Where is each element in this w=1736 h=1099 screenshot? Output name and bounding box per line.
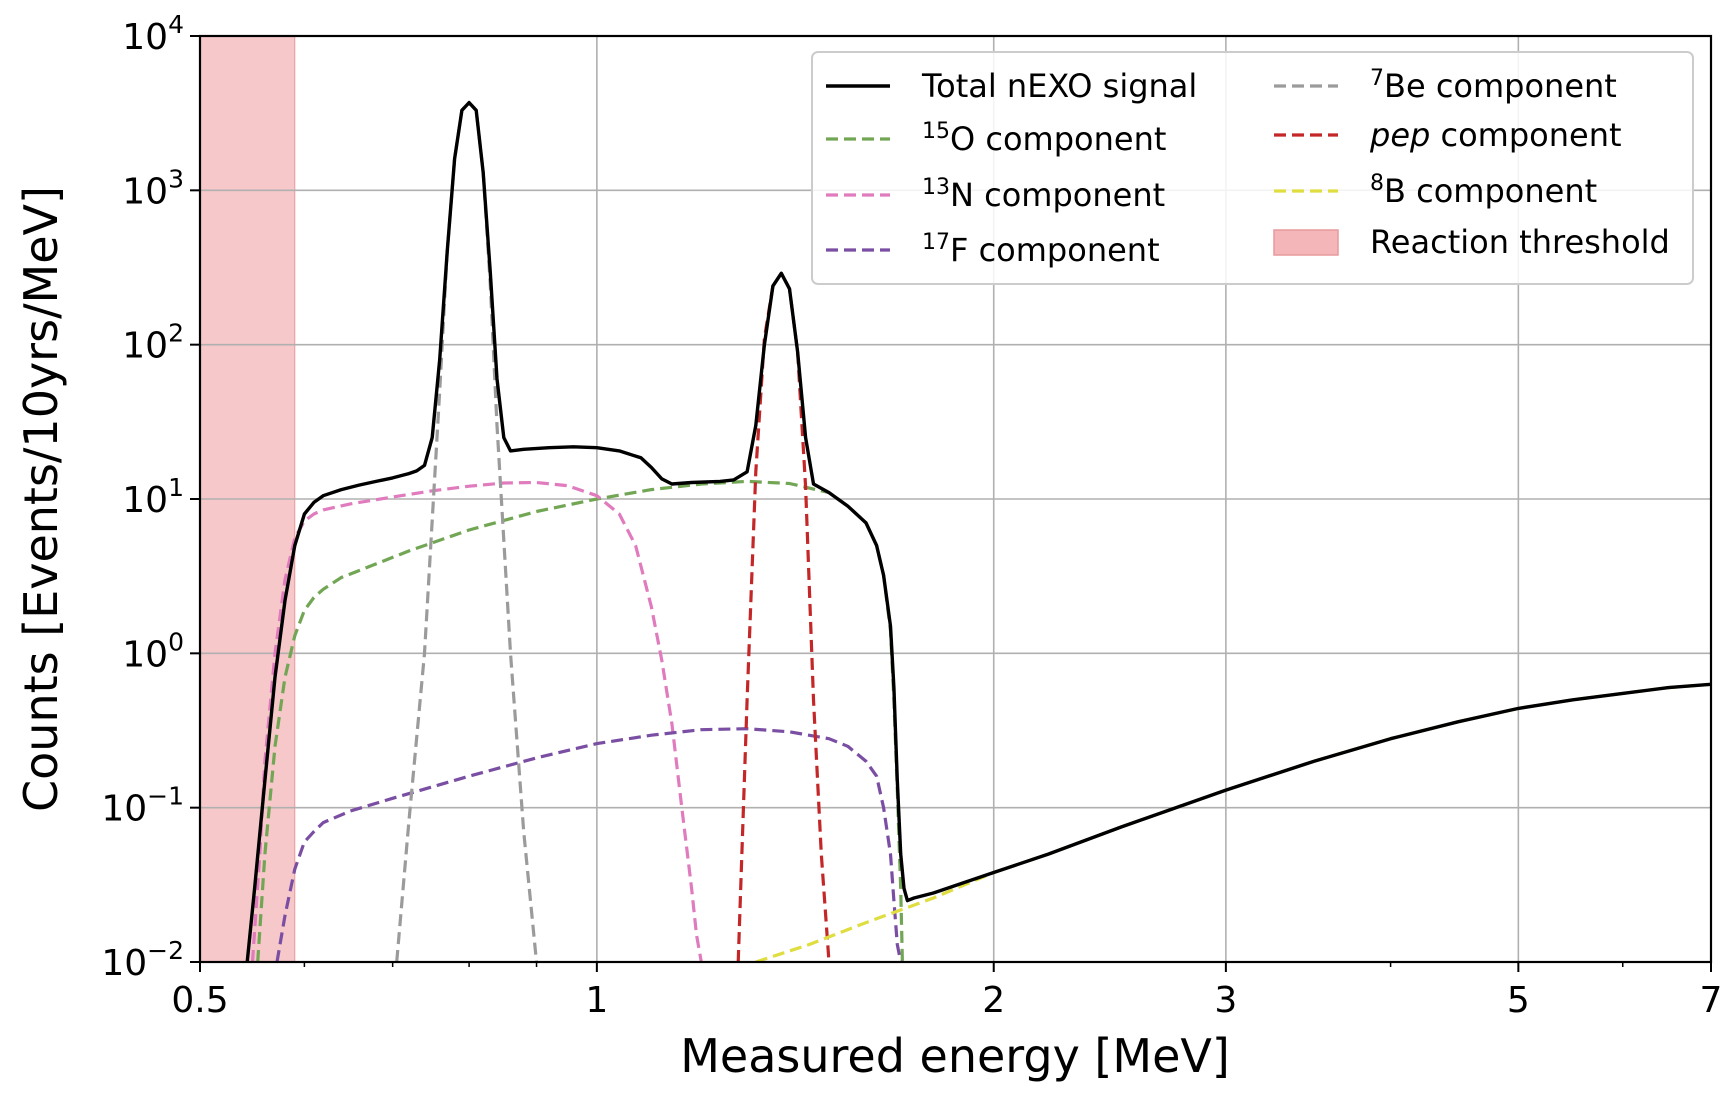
series-layer (245, 100, 1711, 962)
y-tick-label: 10−1 (101, 782, 184, 830)
series-line-17f-component (275, 727, 903, 962)
y-tick-label: 102 (122, 319, 184, 367)
series-line-13n-component (250, 480, 703, 962)
x-tick-label: 0.5 (171, 980, 228, 1021)
x-tick-label: 7 (1700, 980, 1723, 1021)
x-tick-label: 2 (982, 980, 1005, 1021)
legend-label: pep component (1369, 116, 1622, 154)
legend-label: Total nEXO signal (921, 67, 1197, 105)
y-axis-title: Counts [Events/10yrs/MeV] (14, 186, 68, 812)
legend-label-threshold: Reaction threshold (1370, 223, 1670, 261)
series-line-15o-component (256, 479, 904, 962)
legend-swatch-threshold (1273, 229, 1339, 256)
legend: Total nEXO signal 15O component 13N compon… (811, 51, 1694, 285)
grid (200, 36, 1711, 962)
legend-label: 8B component (1370, 171, 1597, 210)
legend-label: 13N component (922, 175, 1165, 214)
series-line-pep-component (736, 271, 831, 962)
y-tick-label: 104 (122, 10, 184, 58)
legend-label: 17F component (922, 230, 1160, 269)
x-tick-label: 5 (1507, 980, 1530, 1021)
legend-label: 15O component (922, 119, 1166, 158)
y-tick-label: 100 (122, 627, 184, 675)
legend-label: 7Be component (1370, 66, 1617, 105)
x-tick-label: 3 (1214, 980, 1237, 1021)
y-tick-label: 10−2 (101, 936, 184, 984)
ticks: 0.5 1 2 3 5 7 10−2 10−1 100 101 102 103 104 (101, 10, 1722, 1021)
y-tick-label: 103 (122, 164, 184, 212)
x-tick-label: 1 (585, 980, 608, 1021)
legend-box (811, 51, 1694, 285)
y-tick-label: 101 (122, 473, 184, 521)
series-line-total-nexo-signal (245, 100, 1711, 962)
x-axis-title: Measured energy [MeV] (680, 1029, 1230, 1083)
